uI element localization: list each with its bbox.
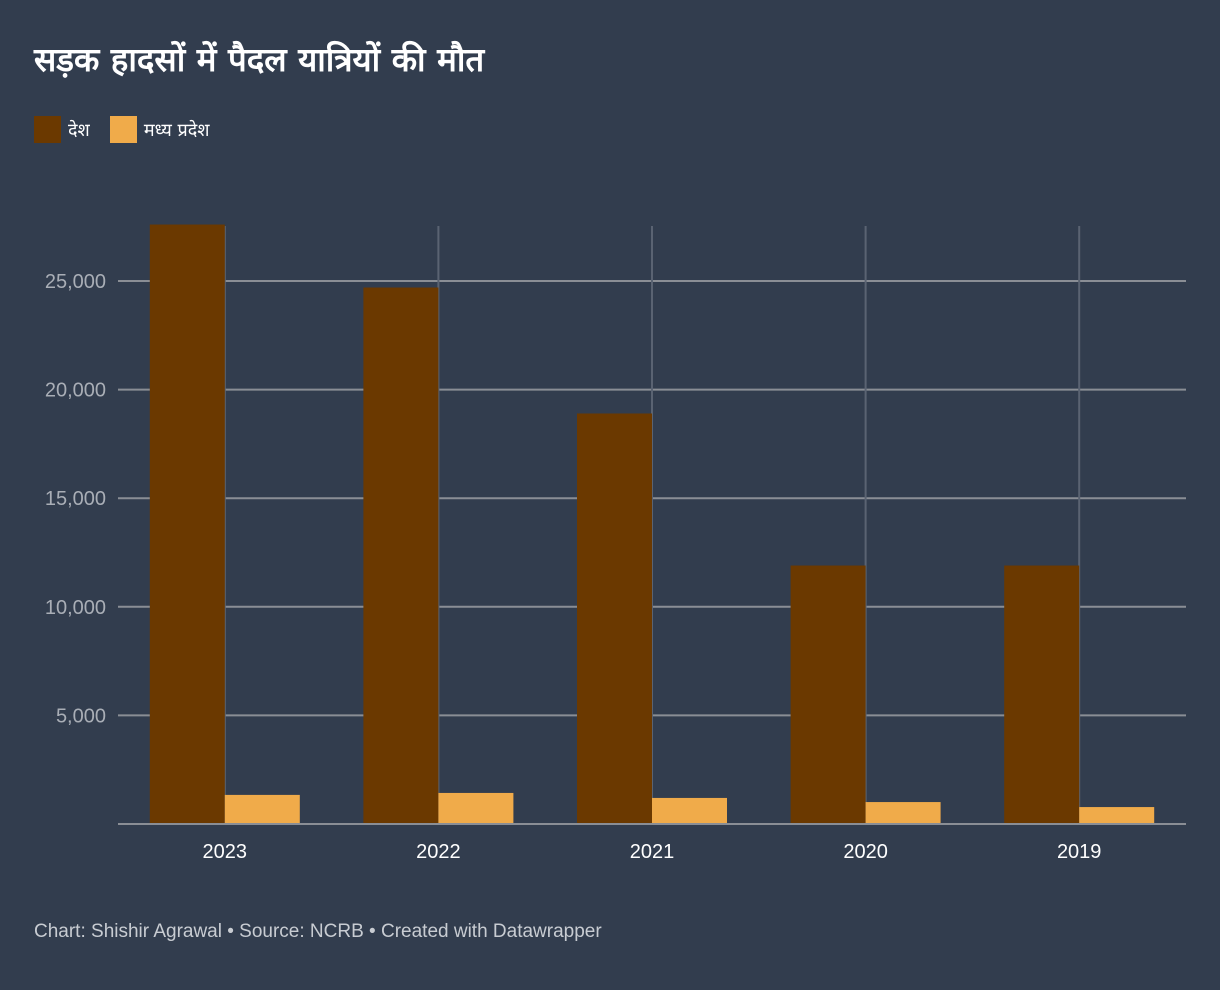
y-tick-label: 20,000 [45, 380, 106, 402]
x-tick-label: 2020 [843, 841, 888, 863]
y-tick-label: 25,000 [45, 271, 106, 293]
chart-title: सड़क हादसों में पैदल यात्रियों की मौत [34, 40, 485, 79]
legend: देश मध्य प्रदेश [34, 116, 210, 143]
bar-madhya-pradesh-2022 [438, 792, 514, 824]
y-tick-label: 10,000 [45, 597, 106, 619]
bar-madhya-pradesh-2023 [224, 794, 300, 824]
y-tick-label: 15,000 [45, 488, 106, 510]
legend-swatch-desh [34, 116, 61, 143]
x-tick-label: 2019 [1057, 841, 1102, 863]
bar-desh-2021 [577, 413, 652, 824]
x-tick-label: 2023 [203, 841, 248, 863]
legend-item-madhya-pradesh: मध्य प्रदेश [109, 116, 210, 143]
legend-label-madhya-pradesh: मध्य प्रदेश [143, 119, 210, 141]
chart-footer: Chart: Shishir Agrawal • Source: NCRB • … [34, 921, 602, 942]
bar-desh-2019 [1004, 565, 1080, 824]
bar-madhya-pradesh-2020 [865, 802, 941, 824]
legend-item-desh: देश [34, 116, 90, 143]
bar-desh-2022 [363, 287, 439, 824]
legend-label-desh: देश [68, 119, 90, 141]
x-tick-label: 2021 [630, 841, 675, 863]
bar-madhya-pradesh-2021 [652, 797, 727, 824]
x-tick-label: 2022 [416, 841, 461, 863]
y-tick-label: 5,000 [56, 705, 106, 727]
bar-madhya-pradesh-2019 [1079, 807, 1155, 824]
bar-desh-2020 [790, 565, 866, 824]
bar-desh-2023 [149, 224, 225, 824]
legend-swatch-madhya-pradesh [109, 116, 137, 143]
